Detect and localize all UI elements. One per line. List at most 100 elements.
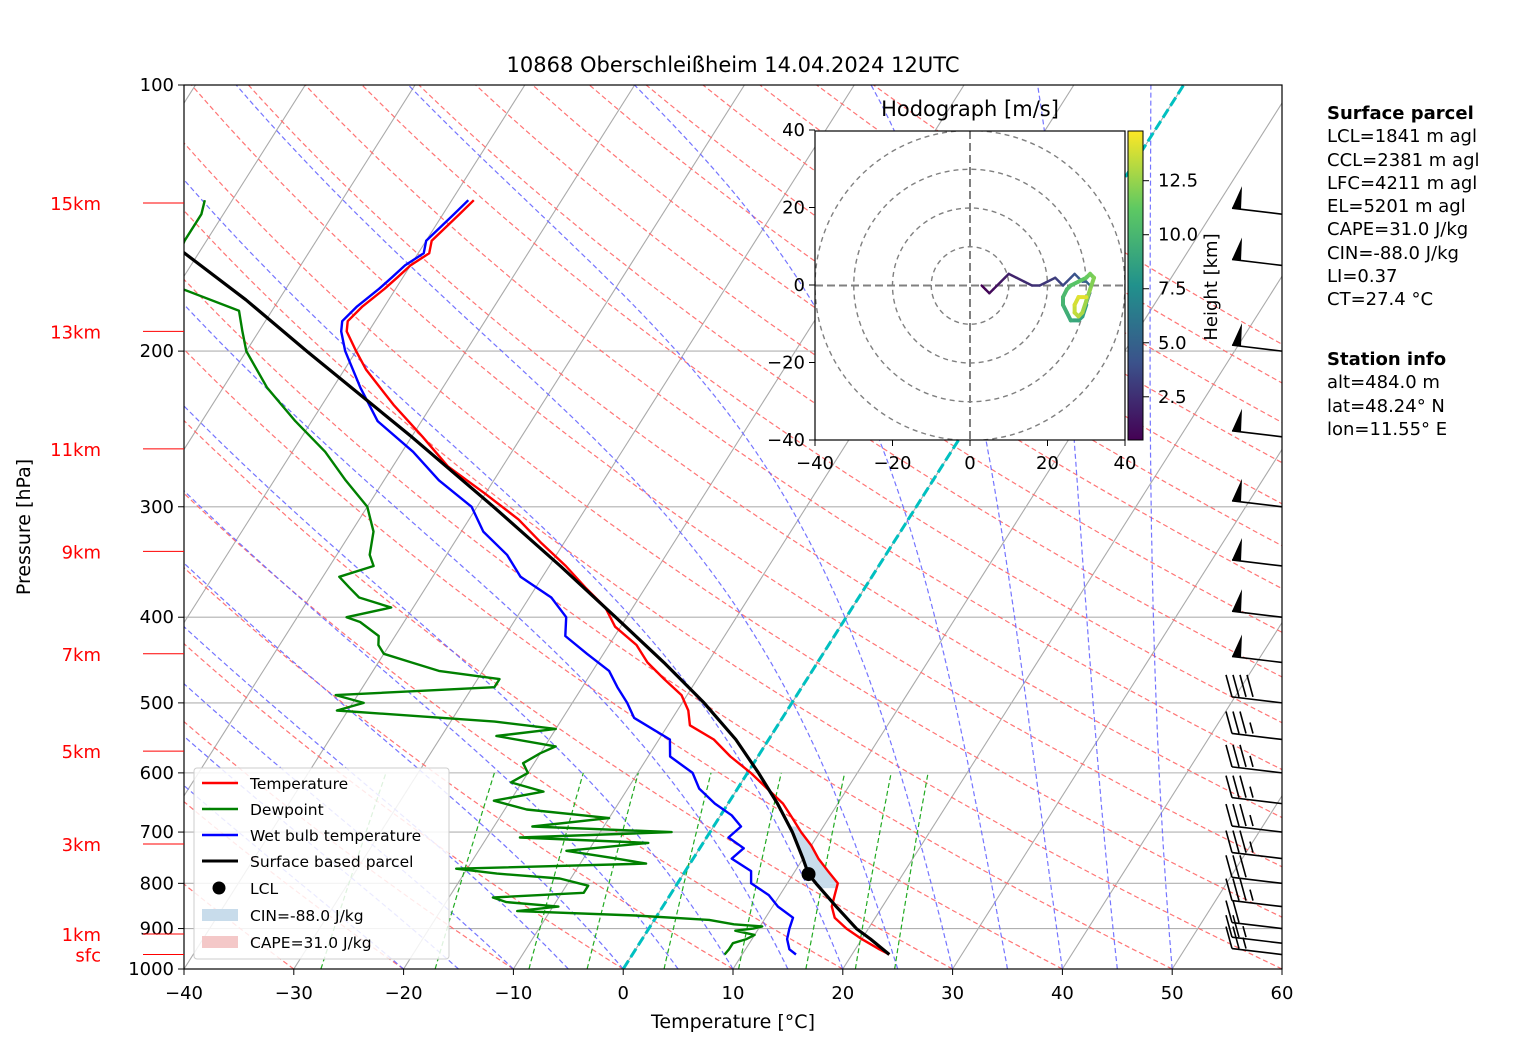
y-tick-label: 600 xyxy=(140,763,174,784)
dry-adiabat xyxy=(184,492,844,969)
hodo-x-tick-label: 40 xyxy=(1114,453,1137,474)
barb-half xyxy=(1249,841,1254,853)
surface-parcel-panel: Surface parcel LCL=1841 m agl CCL=2381 m… xyxy=(1327,102,1480,312)
barb-full xyxy=(1225,803,1233,827)
colorbar-tick-label: 12.5 xyxy=(1158,171,1198,192)
barb-full xyxy=(1225,855,1233,878)
dry-adiabat xyxy=(645,85,1282,505)
legend-cape-swatch xyxy=(202,936,238,948)
barb-half xyxy=(1249,755,1254,768)
wind-barb xyxy=(1231,186,1283,215)
barb-flag xyxy=(1232,634,1242,658)
y-tick-label: 200 xyxy=(140,341,174,362)
wind-barb xyxy=(1225,775,1283,805)
x-tick-label: −40 xyxy=(165,983,203,1004)
isotherm xyxy=(184,85,636,797)
barb-full xyxy=(1225,775,1233,798)
isotherm xyxy=(184,85,526,624)
cin-cape-fills xyxy=(789,826,838,889)
dewpoint-line xyxy=(184,199,764,956)
barb-full xyxy=(1239,830,1247,853)
legend-dewpoint: Dewpoint xyxy=(250,801,324,819)
station-info-heading: Station info xyxy=(1327,349,1447,370)
moist-adiabat xyxy=(184,735,459,969)
barb-flag xyxy=(1232,478,1242,502)
barb-staff xyxy=(1231,947,1283,956)
hodograph-segment xyxy=(1038,280,1049,287)
height-label: 15km xyxy=(50,194,101,215)
barb-staff xyxy=(1231,825,1283,833)
wind-barb xyxy=(1231,589,1283,619)
x-tick-label: −20 xyxy=(385,983,423,1004)
wind-barb xyxy=(1225,744,1283,774)
height-label: sfc xyxy=(75,946,101,967)
barb-half xyxy=(1249,889,1254,901)
barb-staff xyxy=(1231,766,1283,774)
wind-barb xyxy=(1225,711,1283,741)
height-label: 3km xyxy=(62,835,101,856)
dry-adiabat xyxy=(184,348,1063,969)
barb-staff xyxy=(1231,876,1283,885)
barb-full xyxy=(1232,900,1240,923)
moist-adiabat xyxy=(184,625,569,969)
wind-barb xyxy=(1231,323,1283,352)
hodo-x-tick-label: −40 xyxy=(796,453,834,474)
barb-full xyxy=(1232,855,1240,878)
dry-adiabat xyxy=(184,419,953,969)
dry-adiabat xyxy=(361,85,1282,724)
barb-full xyxy=(1239,775,1247,798)
barb-staff xyxy=(1231,610,1283,619)
barb-flag xyxy=(1232,537,1242,561)
mixing-ratio-line xyxy=(805,772,846,969)
barb-staff xyxy=(1231,796,1283,805)
isotherm xyxy=(1061,621,1282,969)
barb-full xyxy=(1225,711,1233,734)
hodo-y-tick-label: 20 xyxy=(782,198,805,219)
wind-barb xyxy=(1231,237,1283,267)
barb-staff xyxy=(1231,851,1283,860)
wind-barb xyxy=(1225,878,1283,908)
height-label: 5km xyxy=(62,742,101,763)
barb-full xyxy=(1232,803,1240,827)
legend-temperature: Temperature xyxy=(249,775,348,793)
hodo-y-tick-label: −40 xyxy=(767,430,805,451)
barb-staff xyxy=(1231,258,1283,267)
li-value: LI=0.37 xyxy=(1327,266,1398,288)
hodograph: Hodograph [m/s] −40−40 −20 −20 0 0 20 20 40 40 2… xyxy=(767,97,1222,474)
station-info-panel: Station info alt=484.0 m lat=48.24° N lo… xyxy=(1327,348,1447,441)
x-tick-label: 60 xyxy=(1271,983,1294,1004)
x-tick-label: −30 xyxy=(275,983,313,1004)
barb-half xyxy=(1249,786,1254,798)
legend: Temperature Dewpoint Wet bulb temperatur… xyxy=(193,767,450,960)
barb-full xyxy=(1239,878,1247,901)
hodograph-background xyxy=(815,131,1125,440)
isotherm xyxy=(842,275,1282,969)
profile-series xyxy=(184,199,891,956)
wind-barbs xyxy=(1225,186,1283,956)
x-axis-label: Temperature [°C] xyxy=(650,1011,815,1033)
moist-adiabat xyxy=(184,405,734,969)
barb-staff xyxy=(1231,936,1283,944)
y-tick-label: 300 xyxy=(140,497,174,518)
wind-barb xyxy=(1225,803,1283,833)
wet-bulb-temperature-line xyxy=(340,199,797,956)
barb-staff xyxy=(1231,207,1283,215)
barb-half xyxy=(1242,925,1247,938)
barb-full xyxy=(1232,830,1240,853)
dry-adiabat xyxy=(191,85,1282,868)
moist-adiabat xyxy=(184,303,789,969)
isotherm xyxy=(184,85,416,451)
barb-flag xyxy=(1232,186,1242,210)
colorbar-tick-label: 10.0 xyxy=(1158,225,1198,246)
mixing-ratio-line xyxy=(738,772,782,969)
hodo-y-tick-label: 40 xyxy=(782,120,805,141)
height-label: 13km xyxy=(50,322,101,343)
dry-adiabat xyxy=(184,142,1282,918)
x-tick-label: 10 xyxy=(722,983,745,1004)
barb-flag xyxy=(1232,323,1242,347)
lfc-value: LFC=4211 m agl xyxy=(1327,172,1478,194)
y-axis-label: Pressure [hPa] xyxy=(13,459,35,595)
surface-based-parcel-line xyxy=(184,250,891,956)
barb-staff xyxy=(1231,732,1283,741)
hodograph-segment xyxy=(1007,272,1018,279)
